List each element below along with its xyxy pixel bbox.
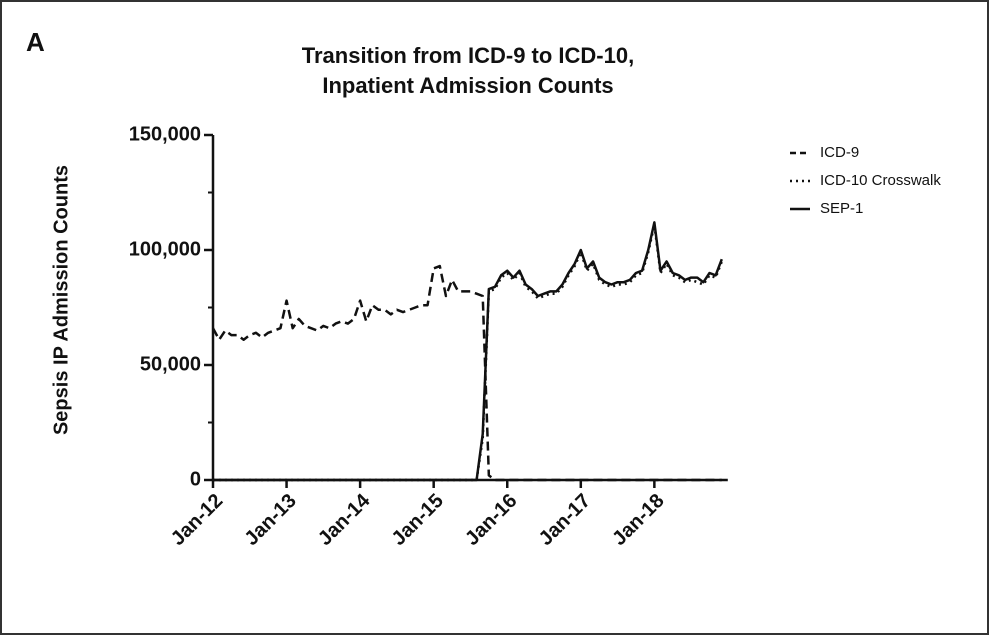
panel-label: A: [26, 27, 45, 57]
y-tick-label: 100,000: [129, 238, 201, 260]
y-axis-label: Sepsis IP Admission Counts: [50, 165, 72, 435]
y-tick-label: 150,000: [129, 123, 201, 145]
legend-label: SEP-1: [820, 200, 863, 217]
legend-label: ICD-9: [820, 144, 859, 161]
series-line: [211, 264, 722, 482]
y-tick-label: 50,000: [140, 353, 201, 375]
chart-title: Transition from ICD-9 to ICD-10,: [302, 43, 634, 68]
chart-title: Inpatient Admission Counts: [322, 73, 613, 98]
legend-label: ICD-10 Crosswalk: [820, 172, 941, 189]
series-line: [213, 221, 723, 482]
y-tick-label: 0: [190, 468, 201, 490]
